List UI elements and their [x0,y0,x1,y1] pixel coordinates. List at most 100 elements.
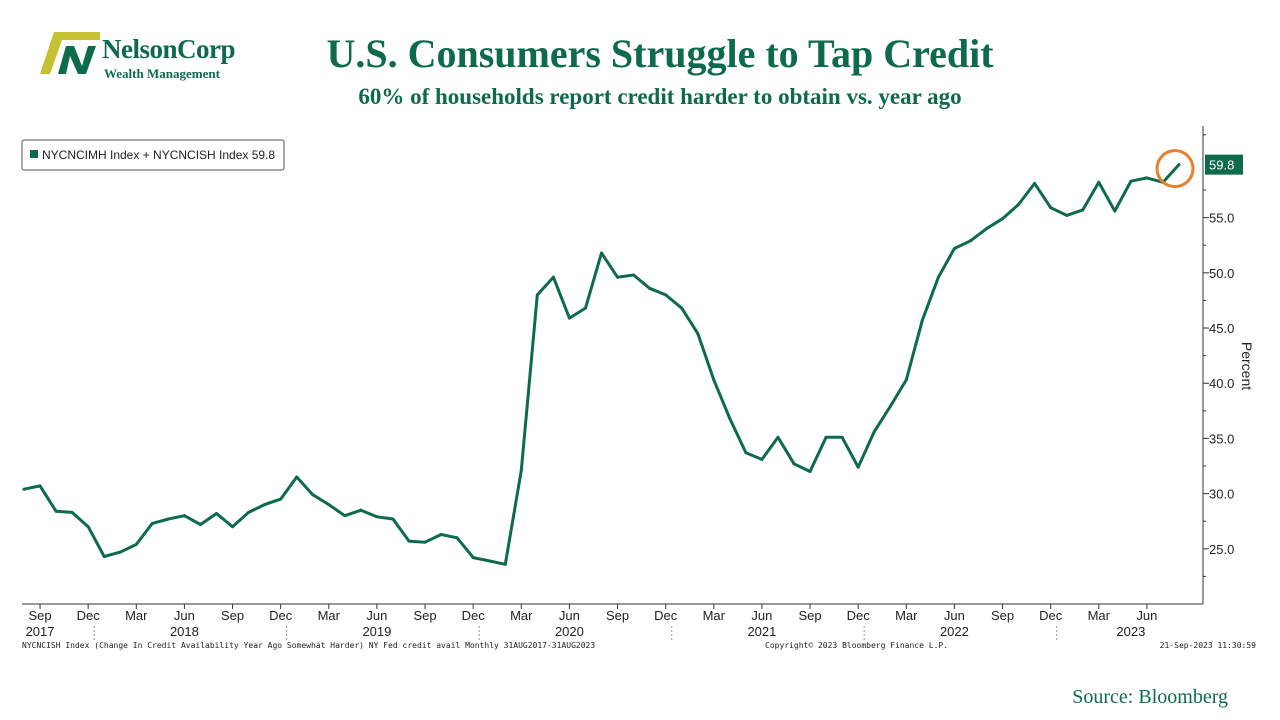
data-point [904,378,908,382]
x-tick-label: Dec [462,608,486,623]
x-year-label: 2020 [555,624,584,639]
data-point [439,532,443,536]
x-tick-label: Mar [895,608,918,623]
x-tick-label: Dec [77,608,101,623]
data-point [696,332,700,336]
data-point [1065,213,1069,217]
data-point [455,536,459,540]
data-point [952,247,956,251]
x-year-label: 2023 [1116,624,1145,639]
x-tick-label: Mar [125,608,148,623]
data-point [535,293,539,297]
x-tick-label: Dec [269,608,293,623]
y-tick-label: 45.0 [1209,321,1234,336]
data-point [824,435,828,439]
data-point [247,510,251,514]
data-point [343,514,347,518]
x-tick-label: Mar [318,608,341,623]
data-point [616,275,620,279]
data-point [840,435,844,439]
nelsoncorp-logo: NelsonCorp Wealth Management [40,26,250,82]
data-point [1177,163,1181,167]
data-point [583,306,587,310]
x-tick-label: Jun [174,608,195,623]
x-tick-label: Jun [366,608,387,623]
data-point [1049,206,1053,210]
y-tick-label: 40.0 [1209,376,1234,391]
data-point [102,555,106,559]
data-point [503,562,507,566]
data-point [1001,217,1005,221]
data-point [744,451,748,455]
data-point [872,430,876,434]
x-tick-label: Dec [654,608,678,623]
data-point [391,517,395,521]
data-point [166,517,170,521]
x-year-label: 2017 [26,624,55,639]
data-point [215,511,218,515]
x-year-label: 2022 [940,624,969,639]
data-point [231,525,235,529]
plot-frame [22,126,1204,605]
logo-tagline: Wealth Management [104,66,220,81]
highlight-circle [1155,149,1195,189]
last-value-badge [1205,154,1243,175]
data-point [664,293,668,297]
data-point [888,404,892,408]
x-tick-label: Jun [1136,608,1157,623]
data-point [311,493,315,497]
data-point [86,525,90,529]
data-point [70,510,74,514]
data-point [38,484,42,488]
data-point [551,275,555,279]
legend: NYCNCIMH Index + NYCNCISH Index 59.8 [21,139,285,171]
legend-swatch [30,150,38,158]
x-tick-label: Sep [991,608,1014,623]
data-point [567,316,571,320]
footer-index-note: NYCNCISH Index (Change In Credit Availab… [22,641,595,650]
legend-box [21,139,285,171]
annotations: 59.8 [1155,149,1243,189]
data-point [936,275,940,279]
data-point [279,497,283,501]
data-point [295,475,299,479]
y-tick-label: 30.0 [1209,487,1234,502]
data-point [150,521,154,525]
data-point [920,318,924,322]
x-year-label: 2019 [362,624,391,639]
data-point [1145,176,1149,180]
footer-copyright: Copyright© 2023 Bloomberg Finance L.P. [765,641,948,650]
data-point [1081,208,1085,212]
data-point [22,487,26,491]
data-point [359,508,363,512]
data-point [728,417,732,421]
data-point [407,539,411,543]
x-tick-label: Jun [944,608,965,623]
data-point [968,239,972,243]
data-point [792,462,796,466]
data-point [712,378,716,382]
data-point [423,540,427,544]
page-subtitle: 60% of households report credit harder t… [358,84,962,109]
data-point [1033,181,1037,185]
x-tick-label: Sep [28,608,51,623]
x-tick-label: Jun [751,608,772,623]
data-point [808,470,812,474]
x-tick-label: Sep [606,608,629,623]
data-point [985,227,988,231]
legend-label: NYCNCIMH Index + NYCNCISH Index 59.8 [42,148,275,162]
data-point [327,503,331,507]
y-tick-label: 50.0 [1209,266,1234,281]
x-tick-label: Sep [413,608,436,623]
data-point [760,457,764,461]
x-tick-label: Dec [1039,608,1063,623]
y-tick-label: 35.0 [1209,431,1234,446]
x-tick-label: Sep [221,608,244,623]
data-point [134,542,138,546]
data-point [1129,179,1133,183]
data-point [680,306,684,310]
data-point [263,503,267,507]
y-axis-label: Percent [1239,342,1255,390]
data-point [1113,209,1117,213]
y-tick-label: 55.0 [1209,211,1234,226]
